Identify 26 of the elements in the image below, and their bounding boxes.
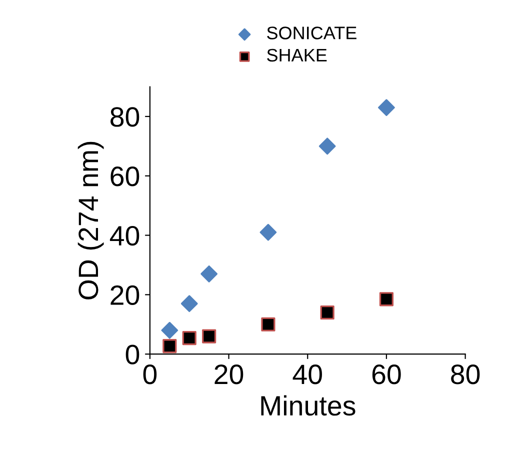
x-tick-label: 80: [451, 364, 480, 384]
point: [318, 138, 336, 155]
point: [379, 292, 394, 306]
legend-label: SHAKE: [267, 48, 327, 62]
y-tick-label: 20: [110, 285, 140, 306]
y-tick-label: 0: [126, 344, 140, 364]
point: [200, 265, 218, 282]
x-tick-label: 60: [372, 364, 401, 384]
point: [202, 329, 216, 344]
x-tick-label: 20: [214, 364, 244, 384]
x-axis-title: Minutes: [261, 395, 356, 416]
point: [261, 317, 276, 332]
point: [378, 99, 395, 116]
x-tick-label: 40: [292, 364, 322, 384]
legend-label: SONICATE: [267, 26, 356, 40]
x-tick-label: 0: [143, 364, 157, 384]
y-tick-label: 40: [110, 226, 140, 246]
y-tick-label: 80: [110, 107, 140, 127]
point: [161, 322, 178, 339]
point: [260, 224, 277, 241]
point: [320, 305, 334, 320]
y-tick-label: 60: [110, 166, 140, 186]
point: [162, 339, 177, 354]
y-axis-title: OD (274 nm): [78, 142, 104, 300]
point: [182, 331, 196, 346]
point: [180, 295, 198, 312]
